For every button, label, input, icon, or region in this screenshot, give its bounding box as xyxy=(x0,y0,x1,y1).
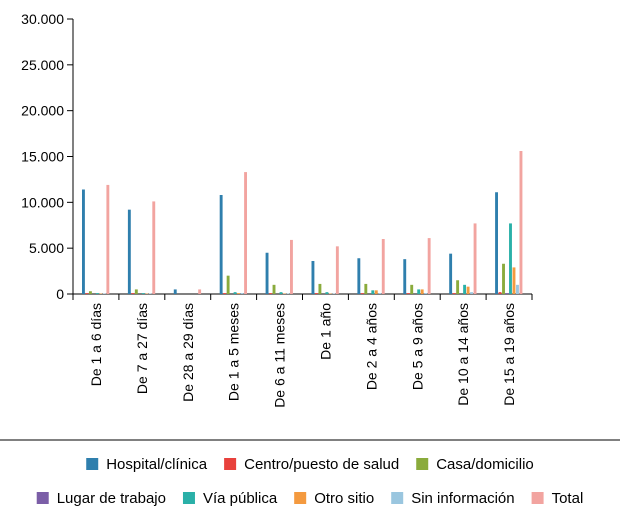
bar-2-2 xyxy=(131,293,135,294)
bar-8-1 xyxy=(106,184,110,294)
bar-2-10 xyxy=(498,292,502,294)
bar-5-6 xyxy=(325,292,329,294)
legend-label: Casa/domicilio xyxy=(436,456,534,473)
legend-swatch xyxy=(182,492,195,504)
bar-3-1 xyxy=(88,291,92,294)
bar-6-9 xyxy=(466,286,470,294)
x-tick-label: De 1 año xyxy=(317,303,333,360)
bar-8-2 xyxy=(152,201,156,294)
bar-6-7 xyxy=(374,290,378,294)
bar-7-9 xyxy=(470,292,474,294)
bar-5-10 xyxy=(509,223,512,294)
x-tick-label: De 1 a 6 días xyxy=(88,303,104,386)
legend-label: Otro sitio xyxy=(314,490,374,507)
bar-1-3 xyxy=(173,289,177,294)
bar-5-4 xyxy=(233,292,237,294)
legend-swatch xyxy=(36,492,49,504)
y-tick-label: 15.000 xyxy=(21,149,64,165)
bar-5-1 xyxy=(95,293,99,294)
legend-label: Total xyxy=(552,490,584,507)
bar-1-6 xyxy=(311,261,315,294)
bar-3-6 xyxy=(318,283,322,294)
x-tick-label: De 5 a 9 años xyxy=(409,303,425,390)
bar-1-8 xyxy=(403,259,407,294)
bar-2-7 xyxy=(360,293,364,294)
y-tick-label: 20.000 xyxy=(21,103,64,119)
x-tick-label: De 7 a 27 días xyxy=(134,303,150,394)
bar-1-1 xyxy=(82,189,85,294)
bar-8-4 xyxy=(244,172,247,294)
bar-8-9 xyxy=(473,223,477,294)
legend-label: Sin información xyxy=(411,490,514,507)
legend: Hospital/clínica Centro/puesto de salud Ca… xyxy=(36,456,584,507)
bar-3-4 xyxy=(226,275,230,294)
bar-7-7 xyxy=(378,293,382,294)
bar-8-3 xyxy=(198,289,202,294)
y-axis: 0 5.000 10.000 15.000 20.000 25.000 30.000 xyxy=(21,11,74,302)
bar-4-10 xyxy=(505,293,509,294)
x-tick-label: De 15 a 19 años xyxy=(501,303,517,406)
bar-5-2 xyxy=(141,293,145,294)
bar-5-8 xyxy=(417,289,421,294)
x-tick-label: De 2 a 4 años xyxy=(363,303,379,390)
legend-label: Vía pública xyxy=(203,490,278,507)
bar-1-4 xyxy=(219,195,223,294)
y-tick-label: 5.000 xyxy=(29,240,64,256)
bar-1-10 xyxy=(495,192,498,294)
bar-7-8 xyxy=(424,293,428,294)
legend-swatch xyxy=(86,458,99,470)
bar-7-4 xyxy=(240,293,244,294)
y-tick-label: 10.000 xyxy=(21,194,64,210)
bar-3-9 xyxy=(456,280,460,294)
bar-3-2 xyxy=(134,289,138,294)
bar-3-8 xyxy=(410,284,414,294)
bar-6-4 xyxy=(237,293,241,294)
bar-7-10 xyxy=(516,284,519,294)
legend-swatch xyxy=(416,458,429,470)
bar-2-8 xyxy=(406,293,410,294)
x-tick-label: De 10 a 14 años xyxy=(455,303,471,406)
bar-1-7 xyxy=(357,258,361,294)
bar-2-1 xyxy=(85,293,89,294)
bar-1-2 xyxy=(127,209,131,294)
bar-2-6 xyxy=(314,293,318,294)
bar-2-5 xyxy=(269,293,272,294)
bar-3-5 xyxy=(272,284,276,294)
bar-8-10 xyxy=(519,151,523,294)
legend-label: Lugar de trabajo xyxy=(57,490,166,507)
legend-swatch xyxy=(224,458,237,470)
bar-6-8 xyxy=(420,289,424,294)
bar-8-7 xyxy=(381,239,385,294)
x-axis: De 1 a 6 días De 7 a 27 días De 28 a 29 dí… xyxy=(72,293,533,408)
bar-5-7 xyxy=(371,290,375,294)
bar-8-8 xyxy=(427,238,431,294)
bar-2-9 xyxy=(452,293,456,294)
bars xyxy=(82,151,523,294)
bar-8-5 xyxy=(290,239,293,294)
bar-3-7 xyxy=(364,283,368,294)
bar-8-6 xyxy=(335,246,339,294)
bar-5-5 xyxy=(279,292,283,294)
bar-5-9 xyxy=(463,284,467,294)
x-tick-label: De 28 a 29 días xyxy=(180,303,196,402)
y-tick-label: 25.000 xyxy=(21,57,64,73)
bar-1-5 xyxy=(265,252,269,294)
y-tick-label: 30.000 xyxy=(21,11,64,27)
bar-1-9 xyxy=(449,253,453,294)
legend-swatch xyxy=(294,492,307,504)
legend-swatch xyxy=(391,492,404,504)
legend-label: Centro/puesto de salud xyxy=(244,456,399,473)
y-tick-label: 0 xyxy=(56,286,64,302)
legend-swatch xyxy=(531,492,544,504)
x-tick-label: De 6 a 11 meses xyxy=(272,303,288,408)
bar-6-10 xyxy=(512,267,516,294)
legend-label: Hospital/clínica xyxy=(106,456,208,473)
x-tick-label: De 1 a 5 meses xyxy=(226,303,242,401)
bar-3-10 xyxy=(502,263,505,294)
bar-2-4 xyxy=(223,293,227,294)
